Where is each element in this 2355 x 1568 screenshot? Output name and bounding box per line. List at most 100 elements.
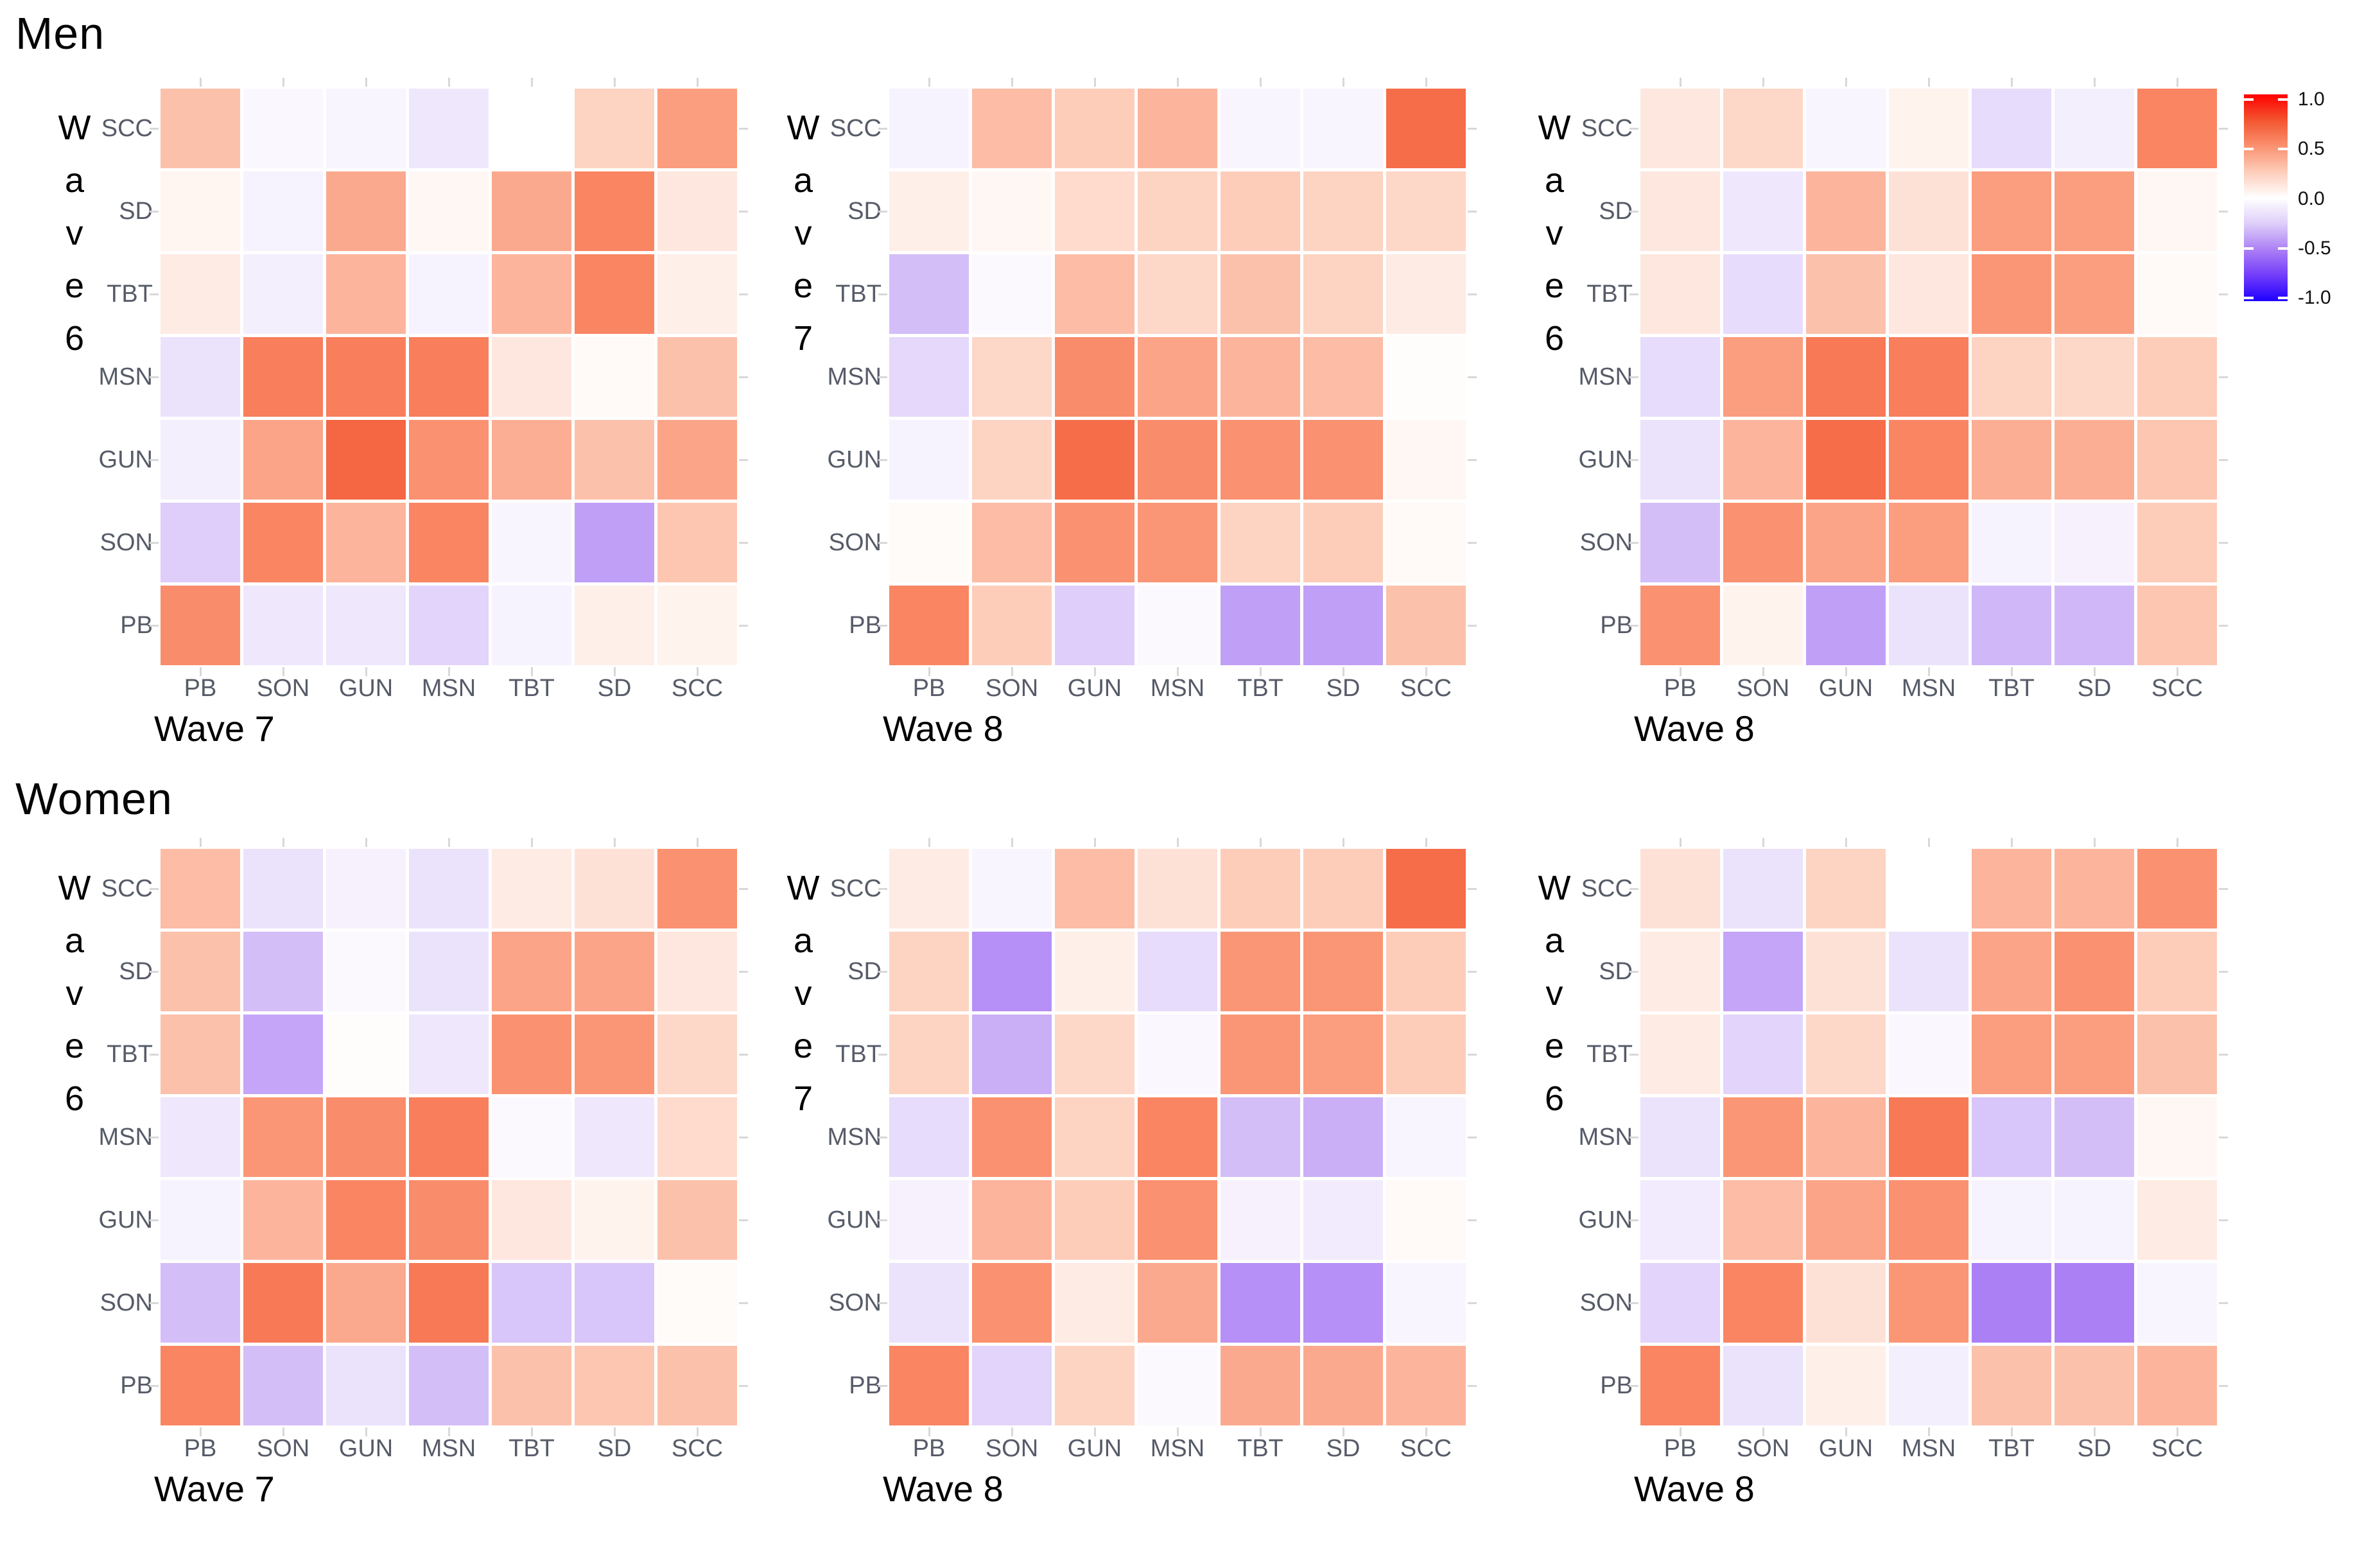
axis-tick	[2177, 667, 2178, 676]
heatmap-cell	[1806, 1180, 1886, 1260]
heatmap-cell	[409, 1015, 489, 1094]
col-label-son: SON	[985, 675, 1039, 702]
heatmap-cell	[161, 503, 240, 582]
heatmap-cell	[1806, 89, 1886, 168]
col-label-sd: SD	[1326, 675, 1360, 702]
heatmap-cell	[243, 1346, 323, 1425]
col-label-son: SON	[1736, 1435, 1790, 1462]
heatmap-cell	[409, 337, 489, 417]
heatmap-cell	[2137, 89, 2217, 168]
heatmap-cell	[1055, 420, 1134, 500]
heatmap-grid	[1640, 89, 2217, 665]
heatmap-cell	[575, 586, 654, 665]
axis-tick	[2094, 78, 2096, 87]
col-label-sd: SD	[597, 675, 632, 702]
axis-tick	[2219, 211, 2228, 213]
col-label-pb: PB	[184, 675, 217, 702]
heatmap-cell	[575, 89, 654, 168]
heatmap-cell	[1806, 1097, 1886, 1177]
heatmap-cell	[409, 1263, 489, 1343]
legend-tick-mark	[2244, 198, 2254, 200]
heatmap-cell	[2137, 586, 2217, 665]
heatmap-cell	[326, 171, 406, 251]
axis-tick	[2094, 838, 2096, 847]
heatmap-cell	[889, 1346, 969, 1425]
heatmap-cell	[889, 503, 969, 582]
heatmap-cell	[657, 586, 737, 665]
axis-tick	[1425, 1427, 1427, 1436]
heatmap-cell	[1889, 1263, 1968, 1343]
col-label-son: SON	[985, 1435, 1039, 1462]
heatmap-cell	[1055, 586, 1134, 665]
heatmap-cell	[409, 586, 489, 665]
heatmap-cell	[1221, 89, 1300, 168]
col-label-tbt: TBT	[508, 675, 555, 702]
heatmap-cell	[1055, 1097, 1134, 1177]
row-label-son: SON	[100, 529, 153, 556]
heatmap-cell	[1055, 1263, 1134, 1343]
col-label-pb: PB	[184, 1435, 217, 1462]
heatmap-cell	[575, 932, 654, 1011]
heatmap-cell	[575, 254, 654, 334]
row-label-msn: MSN	[98, 363, 153, 390]
heatmap-cell	[1640, 89, 1720, 168]
heatmap-cell	[409, 171, 489, 251]
heatmap-cell	[409, 254, 489, 334]
group-title-women: Women	[15, 774, 173, 824]
axis-tick	[150, 128, 159, 130]
heatmap-cell	[1640, 932, 1720, 1011]
axis-tick	[1845, 1427, 1847, 1436]
heatmap-cell	[492, 254, 571, 334]
heatmap-cell	[492, 337, 571, 417]
heatmap-cell	[409, 849, 489, 928]
heatmap-cell	[1221, 254, 1300, 334]
heatmap-cell	[243, 254, 323, 334]
heatmap-cell	[326, 1263, 406, 1343]
heatmap-cell	[1972, 171, 2051, 251]
heatmap-cell	[2137, 1180, 2217, 1260]
heatmap-cell	[657, 171, 737, 251]
row-label-pb: PB	[1600, 1372, 1633, 1399]
x-axis-title: Wave 7	[154, 708, 275, 749]
axis-tick	[282, 1427, 284, 1436]
legend-tick-mark	[2278, 98, 2288, 101]
heatmap-cell	[1386, 849, 1466, 928]
heatmap-cell	[2137, 1097, 2217, 1177]
row-label-pb: PB	[120, 1372, 153, 1399]
axis-tick	[614, 838, 616, 847]
y-axis-title-letter: W	[1538, 109, 1571, 147]
axis-tick	[1177, 78, 1179, 87]
heatmap-cell	[243, 171, 323, 251]
heatmap-cell	[1055, 1346, 1134, 1425]
heatmap-cell	[492, 89, 571, 168]
heatmap-cell	[889, 420, 969, 500]
axis-tick	[2219, 376, 2228, 378]
heatmap-cell	[1723, 1346, 1803, 1425]
axis-tick	[1011, 838, 1013, 847]
axis-tick	[2011, 667, 2013, 676]
axis-tick	[1762, 1427, 1764, 1436]
heatmap-cell	[243, 1263, 323, 1343]
axis-tick	[739, 1302, 748, 1304]
row-label-son: SON	[1579, 1289, 1633, 1316]
axis-tick	[2219, 128, 2228, 130]
heatmap-cell	[1723, 254, 1803, 334]
axis-tick	[200, 838, 202, 847]
heatmap-cell	[1640, 1346, 1720, 1425]
row-label-msn: MSN	[98, 1124, 153, 1151]
heatmap-cell	[161, 89, 240, 168]
heatmap-cell	[1303, 849, 1383, 928]
row-label-msn: MSN	[1578, 1124, 1633, 1151]
heatmap-cell	[575, 1097, 654, 1177]
axis-tick	[1629, 376, 1638, 378]
heatmap-cell	[1723, 1097, 1803, 1177]
heatmap-cell	[1640, 1097, 1720, 1177]
heatmap-cell	[1640, 586, 1720, 665]
heatmap-cell	[2055, 1015, 2134, 1094]
heatmap-cell	[1806, 1263, 1886, 1343]
axis-tick	[150, 625, 159, 627]
heatmap-cell	[657, 1097, 737, 1177]
